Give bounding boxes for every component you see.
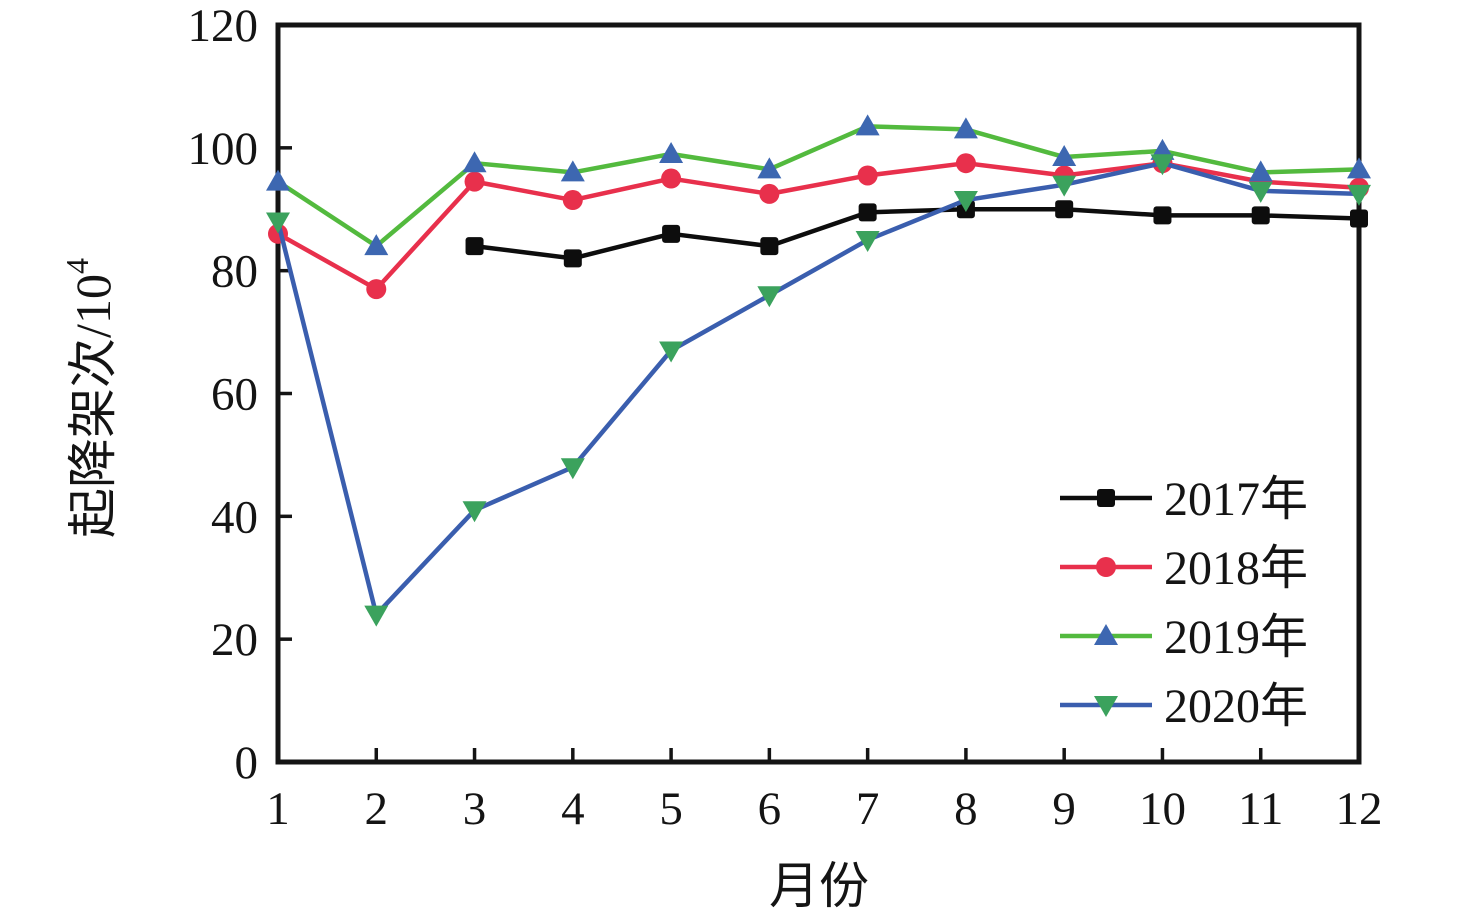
- marker-circle: [955, 153, 976, 174]
- y-tick-label: 40: [211, 491, 258, 543]
- marker-triangle-down: [659, 341, 684, 363]
- legend-entry-2018年: 2018年: [1060, 542, 1308, 595]
- series-line-2020年: [275, 160, 1360, 617]
- marker-triangle-down: [1052, 175, 1077, 197]
- marker-triangle-down: [364, 605, 389, 627]
- marker-triangle-up: [462, 151, 487, 173]
- y-tick-label: 80: [211, 246, 258, 298]
- x-tick-label: 11: [1238, 783, 1283, 835]
- marker-triangle-down: [266, 212, 290, 234]
- y-axis-label: 起降架次/104: [59, 258, 121, 538]
- series-2020年: [266, 154, 1371, 627]
- series-line-2018年: [276, 160, 1360, 292]
- y-tick-label: 100: [188, 123, 259, 175]
- legend-entry-2017年: 2017年: [1060, 473, 1308, 526]
- x-tick-label: 2: [365, 783, 389, 835]
- legend-label: 2019年: [1164, 611, 1308, 664]
- marker-square: [1055, 200, 1074, 219]
- marker-triangle-down: [1347, 184, 1371, 206]
- x-tick-label: 1: [266, 783, 290, 835]
- marker-square: [662, 224, 681, 243]
- legend-entry-2019年: 2019年: [1060, 611, 1308, 664]
- series-line-2017年: [474, 207, 1360, 261]
- legend-marker-circle: [1096, 557, 1116, 577]
- marker-triangle-up: [1248, 160, 1273, 182]
- legend: 2017年 2018年 2019年 2020年: [1060, 473, 1308, 733]
- marker-triangle-up: [1347, 157, 1371, 179]
- marker-square: [465, 237, 484, 256]
- legend-label: 2018年: [1164, 542, 1308, 595]
- marker-triangle-up: [855, 114, 880, 136]
- marker-square: [1251, 206, 1270, 225]
- marker-triangle-up: [953, 117, 978, 139]
- series-2017年: [465, 200, 1368, 268]
- marker-circle: [661, 168, 682, 189]
- marker-circle: [759, 183, 780, 204]
- x-tick-label: 7: [856, 783, 880, 835]
- marker-circle: [366, 279, 387, 300]
- y-axis-label-superscript: 4: [59, 258, 95, 274]
- marker-square: [760, 237, 779, 256]
- y-tick-label: 0: [235, 737, 259, 789]
- marker-square: [1350, 209, 1368, 228]
- marker-triangle-down: [757, 286, 782, 308]
- legend-marker-triangle-down: [1094, 696, 1118, 717]
- marker-triangle-up: [364, 234, 389, 256]
- x-tick-label: 6: [758, 783, 782, 835]
- marker-triangle-down: [953, 191, 978, 213]
- y-tick-label: 60: [211, 369, 258, 421]
- marker-circle: [562, 190, 583, 211]
- marker-circle: [857, 165, 878, 186]
- marker-triangle-up: [560, 160, 585, 182]
- x-tick-label: 8: [954, 783, 978, 835]
- x-axis-label: 月份: [769, 858, 869, 914]
- x-tick-label: 10: [1139, 783, 1186, 835]
- marker-triangle-down: [1150, 154, 1175, 176]
- x-tick-label: 3: [463, 783, 487, 835]
- x-tick-label: 5: [659, 783, 683, 835]
- marker-square: [563, 249, 582, 268]
- marker-triangle-down: [1248, 181, 1273, 203]
- marker-triangle-down: [855, 230, 880, 252]
- y-tick-label: 20: [211, 614, 258, 666]
- marker-square: [858, 203, 877, 222]
- marker-triangle-up: [659, 141, 684, 163]
- legend-label: 2017年: [1164, 473, 1308, 526]
- series-line-2019年: [276, 124, 1360, 249]
- legend-marker-triangle-up: [1094, 624, 1118, 645]
- legend-marker-square: [1097, 489, 1115, 507]
- marker-triangle-up: [266, 169, 290, 191]
- marker-triangle-down: [560, 458, 585, 480]
- x-tick-label: 12: [1336, 783, 1383, 835]
- marker-square: [1153, 206, 1172, 225]
- marker-triangle-up: [757, 157, 782, 179]
- x-tick-label: 9: [1052, 783, 1076, 835]
- marker-triangle-up: [1052, 145, 1077, 167]
- legend-label: 2020年: [1164, 680, 1308, 733]
- marker-circle: [464, 171, 485, 192]
- y-tick-label: 120: [188, 0, 259, 52]
- x-tick-label: 4: [561, 783, 585, 835]
- marker-triangle-down: [462, 501, 487, 523]
- legend-entry-2020年: 2020年: [1060, 680, 1308, 733]
